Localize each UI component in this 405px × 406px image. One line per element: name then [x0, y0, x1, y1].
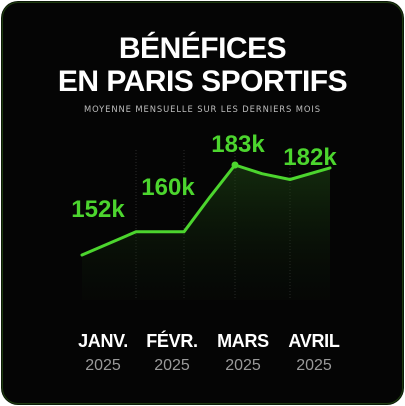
x-tick-month: AVRIL [288, 331, 339, 351]
data-label: 160k [141, 174, 195, 201]
chart-title-line1: BÉNÉFICES [118, 32, 287, 65]
x-tick-year: 2025 [296, 357, 332, 374]
data-label: 182k [283, 144, 337, 171]
series-line [80, 163, 332, 257]
chart-title-line2: EN PARIS SPORTIFS [57, 65, 348, 98]
data-label: 152k [71, 196, 125, 223]
series-area [82, 165, 330, 300]
x-tick-year: 2025 [85, 357, 121, 374]
x-tick-year: 2025 [225, 357, 261, 374]
x-tick-month: JANV. [78, 331, 128, 351]
data-label: 183k [211, 131, 265, 158]
data-point-marker [231, 161, 239, 169]
x-tick-month: FÉVR. [146, 330, 198, 351]
x-tick-year: 2025 [154, 357, 190, 374]
x-tick-month: MARS [217, 331, 269, 351]
chart-subtitle: MOYENNE MENSUELLE SUR LES DERNIERS MOIS [83, 104, 321, 114]
